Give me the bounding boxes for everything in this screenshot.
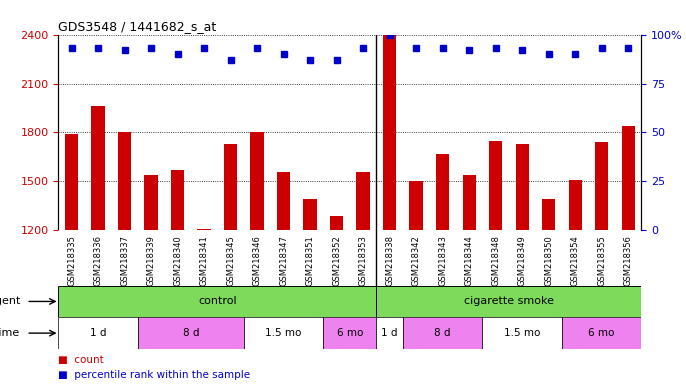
Text: GSM218338: GSM218338 <box>385 235 394 286</box>
Bar <box>58 317 138 349</box>
Text: 8 d: 8 d <box>434 328 451 338</box>
Bar <box>595 142 608 230</box>
Bar <box>542 199 555 230</box>
Text: GSM218346: GSM218346 <box>252 235 261 286</box>
Bar <box>569 180 582 230</box>
Bar <box>171 170 185 230</box>
Text: GSM218351: GSM218351 <box>305 235 315 286</box>
Text: GSM218340: GSM218340 <box>173 235 182 286</box>
Bar <box>377 317 403 349</box>
Bar <box>515 144 529 230</box>
Text: GSM218347: GSM218347 <box>279 235 288 286</box>
Text: agent: agent <box>0 296 21 306</box>
Text: 8 d: 8 d <box>182 328 199 338</box>
Bar <box>403 317 482 349</box>
Text: control: control <box>198 296 237 306</box>
Bar <box>277 172 290 230</box>
Bar <box>383 35 397 230</box>
Text: GSM218356: GSM218356 <box>624 235 632 286</box>
Bar <box>244 317 323 349</box>
Bar <box>91 106 105 230</box>
Bar <box>138 317 244 349</box>
Bar <box>410 182 423 230</box>
Bar <box>562 317 641 349</box>
Text: ■  count: ■ count <box>58 355 104 365</box>
Text: GSM218355: GSM218355 <box>597 235 606 286</box>
Bar <box>198 229 211 230</box>
Text: time: time <box>0 328 21 338</box>
Bar <box>65 134 78 230</box>
Text: 6 mo: 6 mo <box>337 328 363 338</box>
Bar <box>145 175 158 230</box>
Text: 1.5 mo: 1.5 mo <box>504 328 541 338</box>
Text: GDS3548 / 1441682_s_at: GDS3548 / 1441682_s_at <box>58 20 217 33</box>
Text: GSM218344: GSM218344 <box>464 235 473 286</box>
Text: 1.5 mo: 1.5 mo <box>265 328 302 338</box>
Text: GSM218341: GSM218341 <box>200 235 209 286</box>
Text: GSM218348: GSM218348 <box>491 235 500 286</box>
Bar <box>330 216 343 230</box>
Bar <box>622 126 635 230</box>
Text: GSM218352: GSM218352 <box>332 235 341 286</box>
Text: GSM218335: GSM218335 <box>67 235 76 286</box>
Text: GSM218337: GSM218337 <box>120 235 129 286</box>
Text: 1 d: 1 d <box>90 328 106 338</box>
Bar <box>303 199 317 230</box>
Text: GSM218343: GSM218343 <box>438 235 447 286</box>
Text: GSM218339: GSM218339 <box>147 235 156 286</box>
Bar <box>58 286 377 317</box>
Bar <box>462 175 476 230</box>
Text: GSM218350: GSM218350 <box>544 235 553 286</box>
Text: GSM218345: GSM218345 <box>226 235 235 286</box>
Bar <box>489 141 502 230</box>
Bar <box>323 317 377 349</box>
Bar <box>118 132 131 230</box>
Bar <box>250 132 263 230</box>
Text: GSM218353: GSM218353 <box>359 235 368 286</box>
Text: ■  percentile rank within the sample: ■ percentile rank within the sample <box>58 370 250 380</box>
Text: GSM218349: GSM218349 <box>518 235 527 286</box>
Text: GSM218342: GSM218342 <box>412 235 421 286</box>
Text: cigarette smoke: cigarette smoke <box>464 296 554 306</box>
Text: 6 mo: 6 mo <box>589 328 615 338</box>
Text: 1 d: 1 d <box>381 328 398 338</box>
Bar <box>482 317 562 349</box>
Bar <box>377 286 641 317</box>
Text: GSM218354: GSM218354 <box>571 235 580 286</box>
Bar <box>436 154 449 230</box>
Bar <box>224 144 237 230</box>
Text: GSM218336: GSM218336 <box>93 235 103 286</box>
Bar <box>357 172 370 230</box>
